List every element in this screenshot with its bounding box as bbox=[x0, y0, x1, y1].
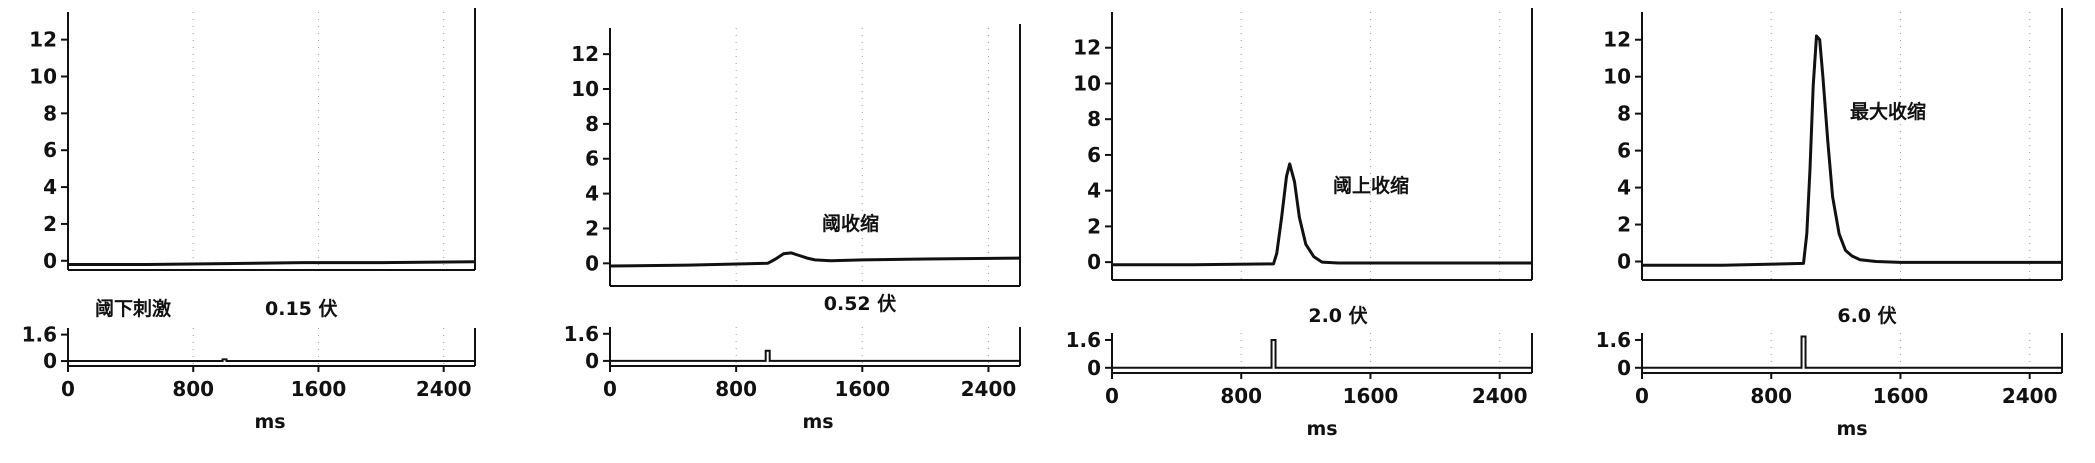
voltage-annotation: 0.15 伏 bbox=[265, 297, 338, 320]
force-y-tick-label: 6 bbox=[1617, 139, 1631, 163]
contraction-annotation: 阈上收缩 bbox=[1333, 174, 1409, 197]
twitch-force-trace bbox=[1112, 162, 1532, 267]
voltage-annotation: 0.52 伏 bbox=[824, 292, 897, 315]
force-y-tick-label: 0 bbox=[43, 249, 57, 273]
contraction-annotation: 最大收缩 bbox=[1850, 100, 1926, 123]
stimulus-trace bbox=[1642, 335, 2062, 369]
x-tick-label: 800 bbox=[1750, 384, 1792, 408]
x-tick-label: 2400 bbox=[1472, 384, 1528, 408]
contraction-annotation: 阈收缩 bbox=[822, 212, 879, 235]
force-y-tick-label: 10 bbox=[1603, 65, 1631, 89]
force-y-tick-label: 12 bbox=[1073, 36, 1101, 60]
x-axis-label: ms bbox=[802, 411, 833, 433]
x-tick-label: 0 bbox=[1105, 384, 1119, 408]
x-tick-label: 800 bbox=[1220, 384, 1262, 408]
x-tick-label: 2400 bbox=[961, 377, 1017, 401]
force-y-tick-label: 10 bbox=[29, 65, 57, 89]
force-y-tick-label: 10 bbox=[571, 77, 599, 101]
panel-3: 0 2 4 6 8 10 12 0 1.6 0 800 1600 2400 ms 阈上收缩 2.0 伏 bbox=[1066, 8, 1533, 440]
stim-y-tick-label: 0 bbox=[43, 349, 57, 373]
stim-y-tick-label: 1.6 bbox=[22, 323, 57, 347]
stimulus-trace bbox=[610, 349, 1020, 362]
force-y-tick-label: 4 bbox=[1617, 176, 1631, 200]
force-y-tick-label: 12 bbox=[1603, 28, 1631, 52]
twitch-force-trace bbox=[68, 260, 476, 266]
x-tick-label: 0 bbox=[1635, 384, 1649, 408]
x-axis-label: ms bbox=[1306, 418, 1337, 440]
force-y-tick-label: 8 bbox=[1087, 107, 1101, 131]
x-tick-label: 2400 bbox=[416, 377, 472, 401]
force-y-tick-label: 8 bbox=[585, 112, 599, 136]
twitch-force-trace bbox=[609, 251, 1021, 268]
x-tick-label: 0 bbox=[603, 377, 617, 401]
stimulus-trace bbox=[1112, 338, 1532, 369]
force-y-tick-label: 8 bbox=[43, 101, 57, 125]
stim-y-tick-label: 0 bbox=[585, 349, 599, 373]
force-y-tick-label: 0 bbox=[1087, 250, 1101, 274]
force-y-tick-label: 0 bbox=[1617, 250, 1631, 274]
stim-y-tick-label: 1.6 bbox=[1596, 328, 1631, 352]
force-y-tick-label: 6 bbox=[1087, 143, 1101, 167]
stim-y-tick-label: 0 bbox=[1617, 356, 1631, 380]
force-y-tick-label: 12 bbox=[571, 42, 599, 66]
panel-4: 0 2 4 6 8 10 12 0 1.6 0 800 1600 2400 ms 最大收缩 6.0 伏 bbox=[1596, 8, 2063, 440]
force-y-tick-label: 4 bbox=[43, 175, 57, 199]
force-y-tick-label: 6 bbox=[585, 147, 599, 171]
x-tick-label: 1600 bbox=[834, 377, 890, 401]
force-y-tick-label: 4 bbox=[1087, 179, 1101, 203]
force-y-tick-label: 4 bbox=[585, 182, 599, 206]
panel-2: 0 2 4 6 8 10 12 0 1.6 0 800 1600 2400 ms 阈收缩 0.52 伏 bbox=[564, 24, 1021, 433]
force-y-tick-label: 6 bbox=[43, 138, 57, 162]
force-y-tick-label: 10 bbox=[1073, 71, 1101, 95]
x-tick-label: 800 bbox=[172, 377, 214, 401]
x-tick-label: 1600 bbox=[1343, 384, 1399, 408]
force-y-tick-label: 2 bbox=[1617, 213, 1631, 237]
x-axis-label: ms bbox=[254, 411, 285, 433]
force-y-tick-label: 8 bbox=[1617, 102, 1631, 126]
x-tick-label: 800 bbox=[715, 377, 757, 401]
force-y-tick-label: 2 bbox=[585, 216, 599, 240]
force-y-tick-label: 2 bbox=[1087, 214, 1101, 238]
x-tick-label: 0 bbox=[61, 377, 75, 401]
x-tick-label: 1600 bbox=[291, 377, 347, 401]
stim-y-tick-label: 1.6 bbox=[1066, 328, 1101, 352]
stim-y-tick-label: 0 bbox=[1087, 356, 1101, 380]
voltage-annotation: 6.0 伏 bbox=[1837, 304, 1896, 327]
x-axis-label: ms bbox=[1836, 418, 1867, 440]
force-y-tick-label: 2 bbox=[43, 212, 57, 236]
contraction-annotation: 阈下刺激 bbox=[95, 297, 171, 320]
stimulus-trace bbox=[68, 358, 475, 363]
x-tick-label: 1600 bbox=[1873, 384, 1929, 408]
x-tick-label: 2400 bbox=[2002, 384, 2058, 408]
stim-y-tick-label: 1.6 bbox=[564, 322, 599, 346]
voltage-annotation: 2.0 伏 bbox=[1308, 304, 1367, 327]
force-y-tick-label: 0 bbox=[585, 251, 599, 275]
twitch-force-trace bbox=[1642, 34, 2062, 267]
force-y-tick-label: 12 bbox=[29, 28, 57, 52]
